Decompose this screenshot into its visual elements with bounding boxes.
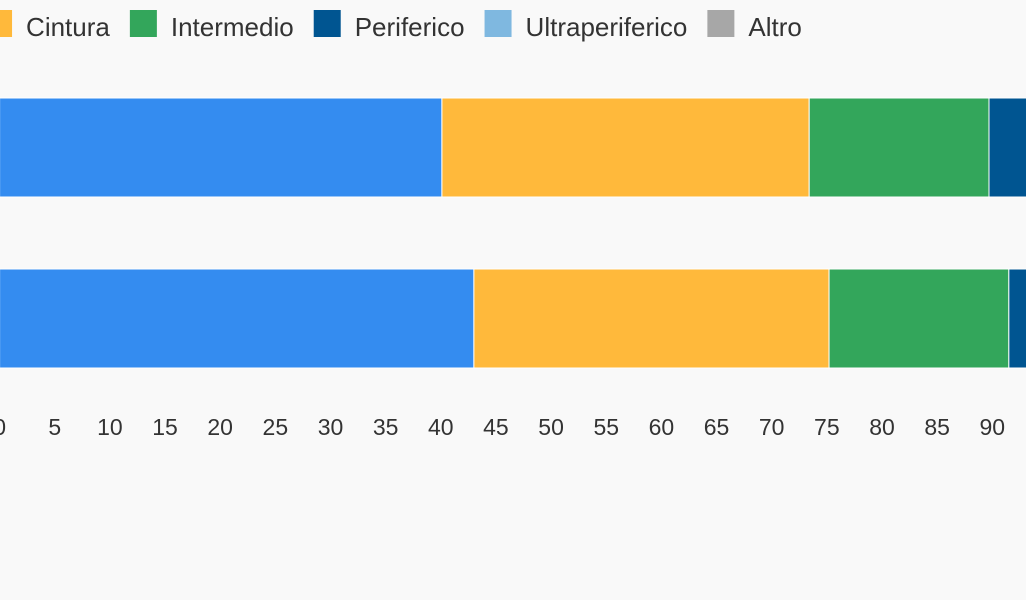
- legend-label: Periferico: [355, 12, 465, 42]
- legend-label: Ultraperiferico: [526, 12, 688, 42]
- x-tick-label: 0: [0, 414, 6, 440]
- x-tick-label: 5: [48, 414, 61, 440]
- legend-item-ultraperiferico: Ultraperiferico: [484, 10, 688, 42]
- legend-label: Intermedio: [171, 12, 294, 42]
- bar-segment-periferico-1: [988, 97, 1026, 198]
- legend-swatch: [0, 10, 13, 37]
- x-tick-label: 90: [980, 414, 1006, 440]
- x-tick-label: 40: [428, 414, 454, 440]
- legend-item-periferico: Periferico: [313, 10, 465, 42]
- legend-swatch: [707, 10, 735, 37]
- bar-segment-intermedio-2: [828, 268, 1010, 369]
- legend-swatch: [484, 10, 512, 37]
- x-tick-label: 60: [649, 414, 675, 440]
- legend-item-intermedio: Intermedio: [129, 10, 294, 42]
- x-tick-label: 65: [704, 414, 730, 440]
- x-tick-label: 35: [373, 414, 399, 440]
- x-tick-label: 15: [152, 414, 178, 440]
- chart-bars: [0, 97, 1026, 369]
- bar-segment-centro-2: [0, 268, 475, 369]
- legend-label: Cintura: [26, 12, 110, 42]
- x-tick-label: 20: [207, 414, 233, 440]
- chart-legend: CentroCinturaIntermedioPerifericoUltrape…: [0, 10, 802, 42]
- bar-segment-cintura-1: [441, 97, 810, 198]
- x-tick-label: 30: [318, 414, 344, 440]
- legend-item-altro: Altro: [707, 10, 802, 42]
- x-tick-label: 10: [97, 414, 123, 440]
- x-tick-label: 85: [924, 414, 950, 440]
- x-tick-label: 55: [593, 414, 619, 440]
- x-axis: 0 5 10 15 20 25 30 35 40 45 50 55 60 65 70 75 80 85 90: [0, 414, 1005, 440]
- x-tick-label: 50: [538, 414, 564, 440]
- x-tick-label: 45: [483, 414, 509, 440]
- bar-segment-centro-1: [0, 97, 443, 198]
- x-tick-label: 75: [814, 414, 840, 440]
- x-tick-label: 70: [759, 414, 785, 440]
- legend-label: Altro: [748, 12, 801, 42]
- x-tick-label: 25: [263, 414, 289, 440]
- legend-swatch: [313, 10, 341, 37]
- legend-swatch: [129, 10, 157, 37]
- bar-segment-cintura-2: [473, 268, 830, 369]
- bar-segment-intermedio-1: [808, 97, 990, 198]
- bar-segment-periferico-2: [1008, 268, 1026, 369]
- x-tick-label: 80: [869, 414, 895, 440]
- legend-item-cintura: Cintura: [0, 10, 110, 42]
